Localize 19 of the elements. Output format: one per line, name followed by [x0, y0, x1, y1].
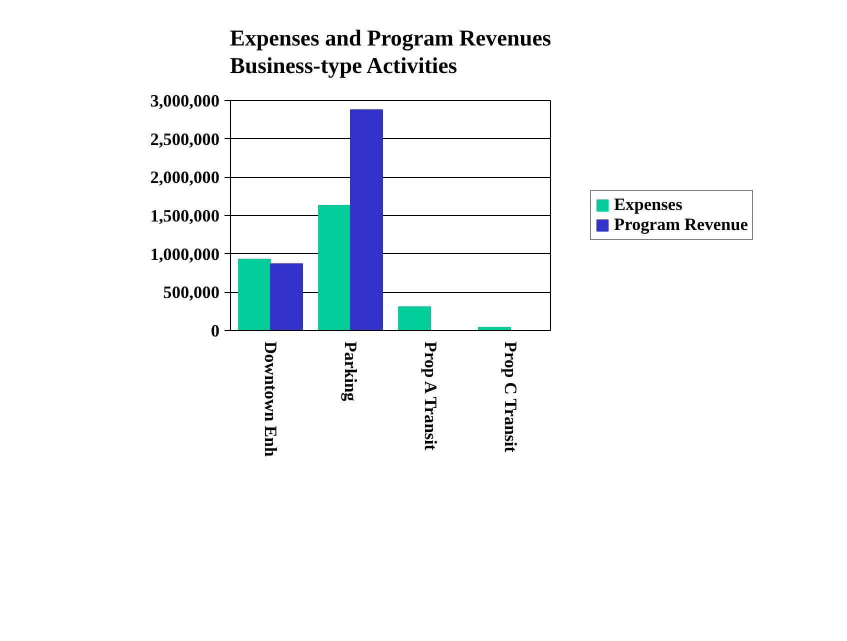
y-tick-label: 2,000,000	[150, 168, 220, 188]
x-tick-label: Prop A Transit	[421, 342, 440, 451]
y-tick-label: 500,000	[163, 283, 220, 302]
bar	[318, 205, 351, 330]
x-tick-label: Prop C Transit	[501, 342, 520, 452]
bar	[398, 306, 431, 330]
bar	[270, 263, 303, 330]
legend-label: Program Revenue	[614, 215, 748, 235]
y-tick-label: 0	[210, 322, 220, 340]
x-tick-label: Parking	[341, 342, 360, 402]
legend-label: Expenses	[614, 195, 682, 215]
bar	[238, 258, 271, 330]
y-tick-label: 1,000,000	[150, 244, 220, 264]
bar	[350, 109, 383, 330]
y-tick-label: 1,500,000	[150, 206, 220, 226]
chart-title: Expenses and Program Revenues Business-type Activities	[230, 26, 552, 78]
y-tick-label: 3,000,000	[150, 92, 220, 110]
y-tick-label: 2,500,000	[150, 130, 220, 149]
x-tick-label: Downtown Enh	[261, 342, 280, 457]
